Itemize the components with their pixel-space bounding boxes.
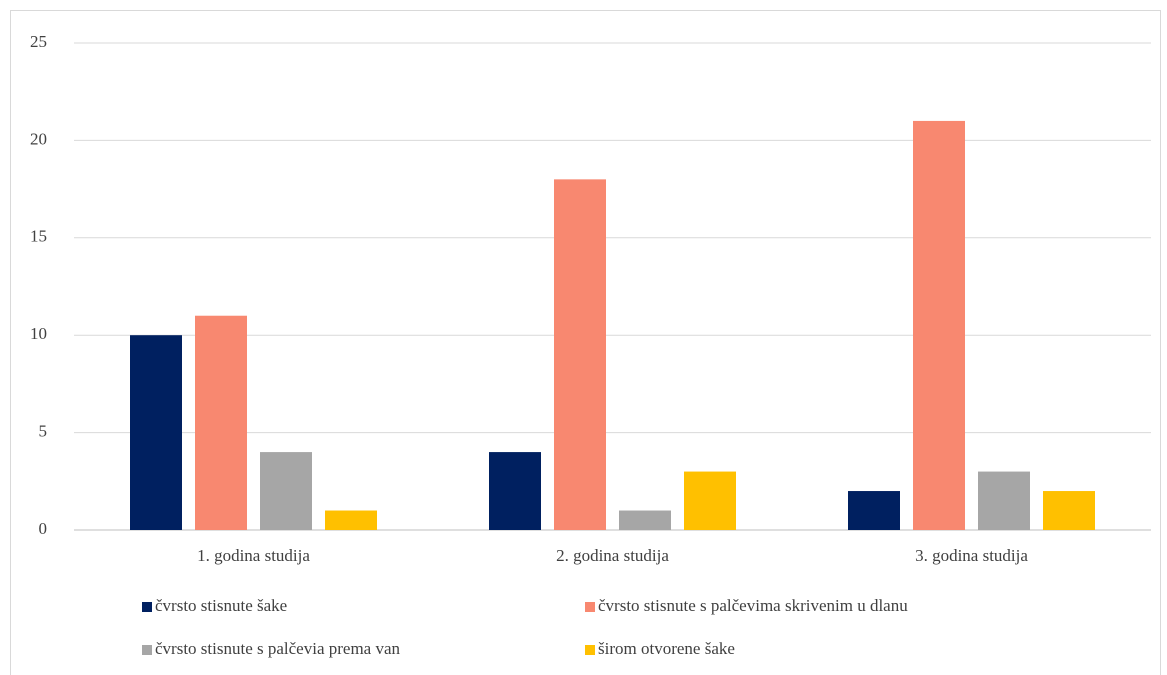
bar <box>913 120 965 531</box>
y-tick-label: 20 <box>30 129 47 148</box>
legend-label: čvrsto stisnute s palčevia prema van <box>155 639 401 658</box>
x-tick-label: 2. godina studija <box>556 546 669 565</box>
bar <box>619 510 671 530</box>
y-tick-label: 5 <box>39 422 48 441</box>
legend-swatch <box>585 602 595 612</box>
legend-label: čvrsto stisnute s palčevima skrivenim u … <box>598 596 908 615</box>
bar <box>489 452 541 530</box>
legend-swatch <box>585 645 595 655</box>
bar <box>1043 491 1095 530</box>
bar <box>325 510 377 530</box>
bar <box>260 452 312 530</box>
bar <box>978 471 1030 530</box>
bar <box>554 179 606 531</box>
y-tick-label: 10 <box>30 324 47 343</box>
legend-swatch <box>142 602 152 612</box>
bar <box>195 315 247 530</box>
legend-swatch <box>142 645 152 655</box>
y-tick-label: 15 <box>30 227 47 246</box>
bar <box>130 335 182 530</box>
x-tick-label: 1. godina studija <box>197 546 310 565</box>
x-tick-label: 3. godina studija <box>915 546 1028 565</box>
legend-label: širom otvorene šake <box>598 639 735 658</box>
bar <box>684 471 736 530</box>
legend-label: čvrsto stisnute šake <box>155 596 287 615</box>
y-tick-label: 0 <box>39 519 48 538</box>
y-tick-label: 25 <box>30 32 47 51</box>
bar <box>848 491 900 530</box>
